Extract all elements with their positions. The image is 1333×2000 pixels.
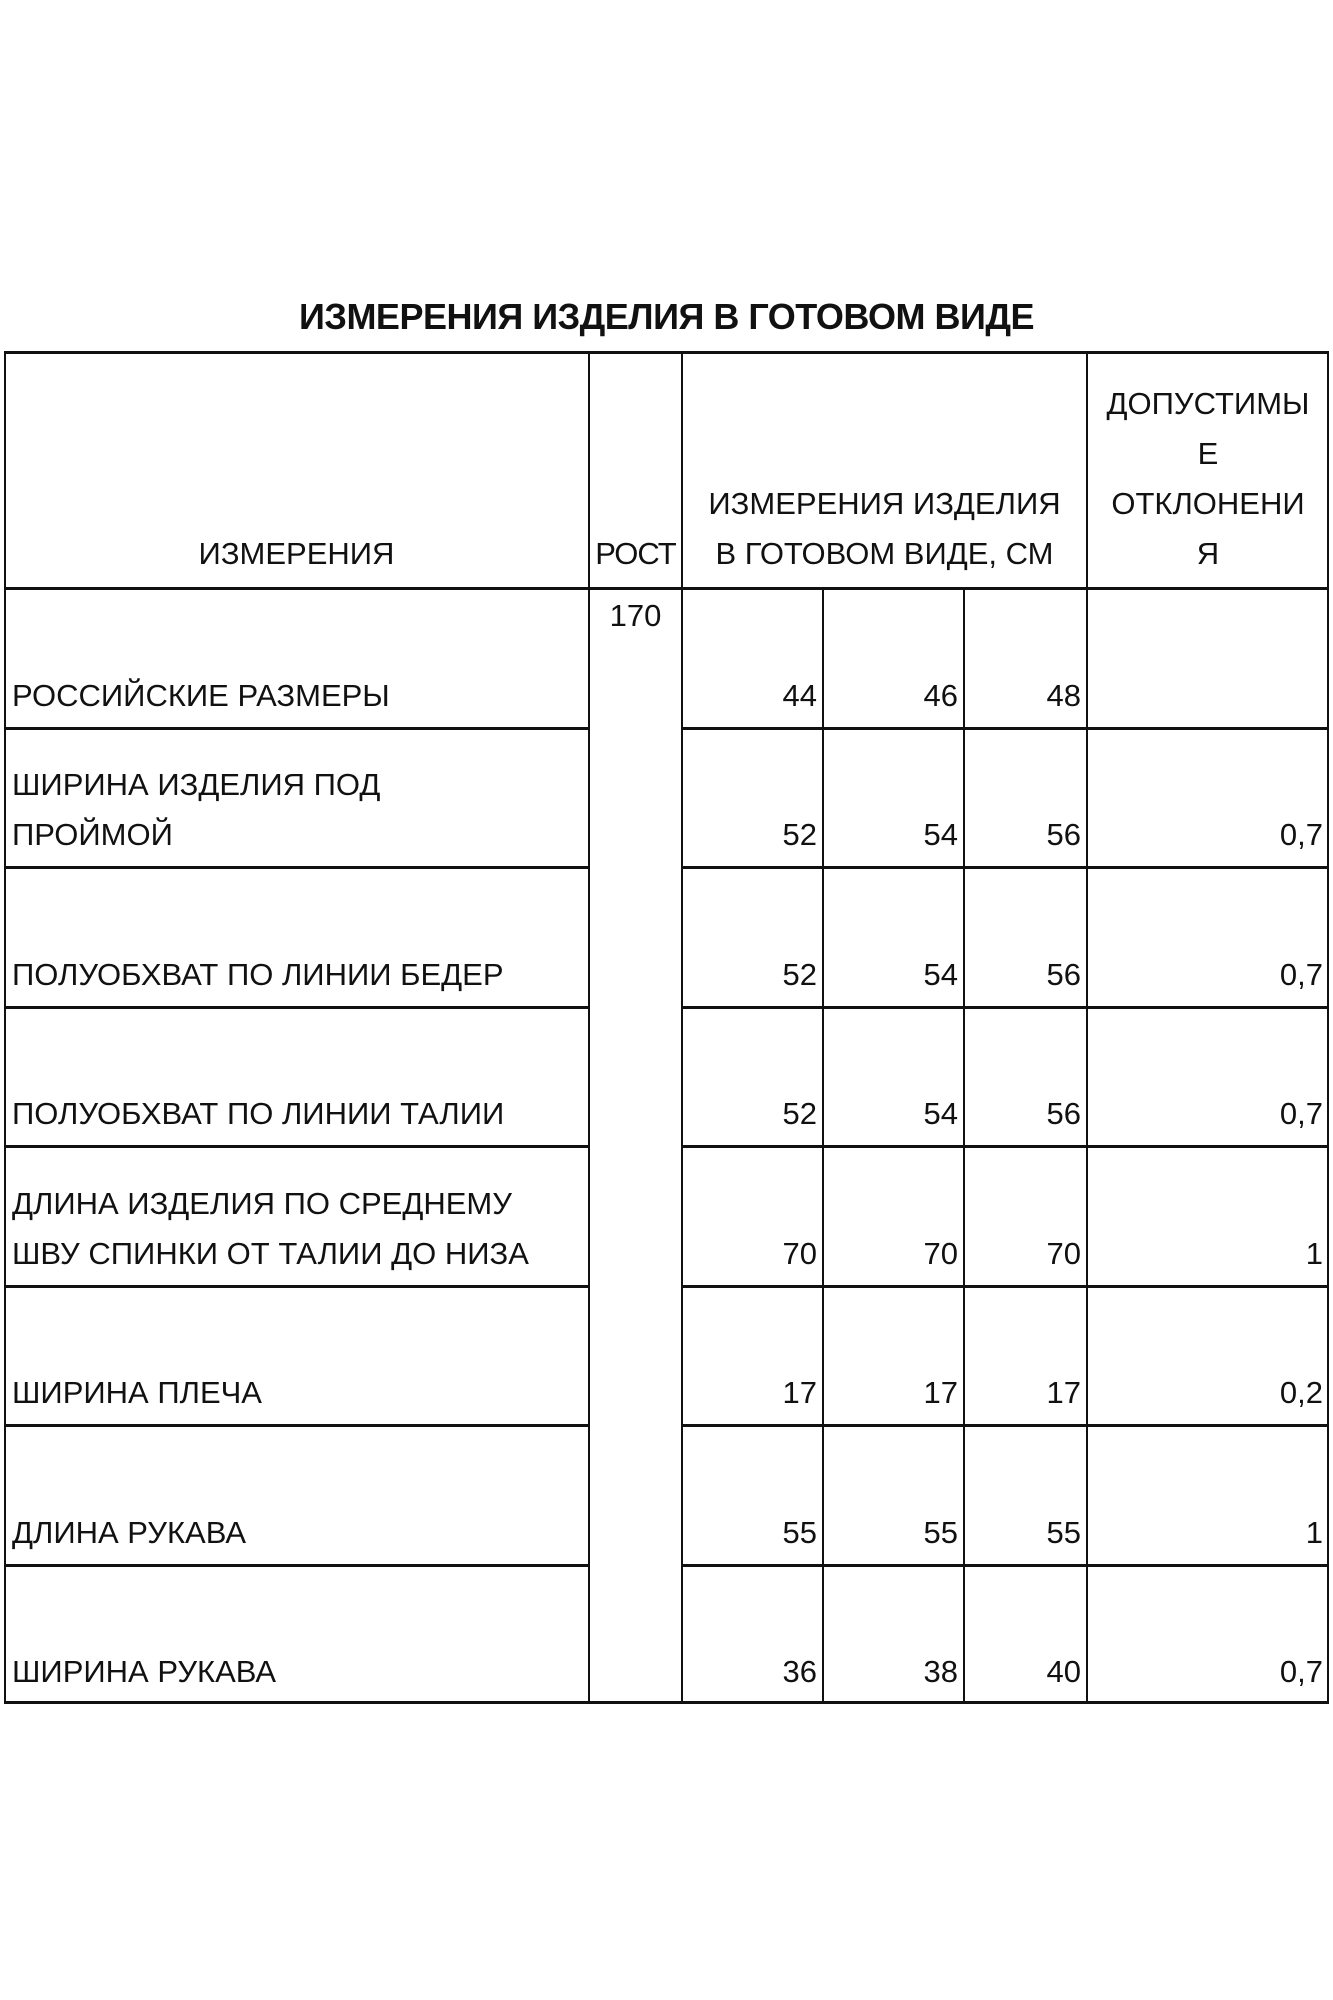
row-divider [682, 1145, 1329, 1148]
size-value: 17 [1046, 1375, 1081, 1410]
size-value: 54 [923, 1096, 958, 1131]
table-border [4, 351, 6, 1703]
row-label: ПОЛУОБХВАТ ПО ЛИНИИ БЕДЕР [12, 956, 504, 992]
row-divider [4, 1284, 589, 1288]
row-divider [4, 866, 589, 869]
size-value: 36 [782, 1654, 817, 1689]
row-label: ШИРИНА ИЗДЕЛИЯ ПОД ПРОЙМОЙ [12, 767, 381, 852]
row-divider [4, 1424, 589, 1427]
row-divider [4, 726, 589, 730]
size-value: 70 [1046, 1235, 1081, 1271]
row-label: РОССИЙСКИЕ РАЗМЕРЫ [12, 677, 390, 713]
size-value: 70 [782, 1235, 817, 1271]
header-measure: ИЗМЕРЕНИЯ [198, 536, 395, 571]
header-tolerance: ДОПУСТИМЫ Е ОТКЛОНЕНИ Я [1106, 386, 1310, 571]
document-title: ИЗМЕРЕНИЯ ИЗДЕЛИЯ В ГОТОВОМ ВИДЕ [299, 296, 1034, 337]
size-value: 17 [782, 1375, 817, 1410]
header-values: ИЗМЕРЕНИЯ ИЗДЕЛИЯ В ГОТОВОМ ВИДЕ, СМ [708, 486, 1061, 571]
row-divider [682, 1284, 1329, 1288]
size-value: 44 [782, 677, 817, 713]
size-value: 56 [1046, 1096, 1081, 1131]
size-value: 40 [1046, 1654, 1081, 1689]
row-divider [4, 1005, 589, 1009]
size-value: 55 [1046, 1514, 1081, 1550]
row-label: ШИРИНА РУКАВА [12, 1654, 277, 1689]
size-value: 38 [923, 1654, 958, 1689]
column-divider [588, 351, 590, 1703]
tolerance-value: 1 [1305, 1514, 1323, 1550]
size-value: 55 [923, 1514, 958, 1550]
column-divider [1086, 351, 1088, 1703]
row-label: ПОЛУОБХВАТ ПО ЛИНИИ ТАЛИИ [12, 1096, 505, 1131]
table-border [4, 1701, 1329, 1704]
tolerance-value: 0,7 [1279, 1654, 1323, 1689]
row-divider [4, 1145, 589, 1148]
tolerance-value: 0,7 [1279, 817, 1323, 852]
size-value: 48 [1046, 677, 1081, 713]
tolerance-value: 0,7 [1279, 1096, 1323, 1131]
row-divider [682, 1563, 1329, 1567]
table-border [4, 351, 1329, 354]
row-divider [682, 866, 1329, 869]
height-value: 170 [609, 598, 662, 633]
header-divider [4, 587, 1329, 590]
size-value: 56 [1046, 817, 1081, 852]
measurements-table: ИЗМЕРЕНИЯ РОСТ ИЗМЕРЕНИЯ ИЗДЕЛИЯ В ГОТОВОМ … [4, 351, 1329, 1704]
size-value: 17 [923, 1375, 958, 1410]
size-value: 52 [782, 817, 817, 852]
size-value: 54 [923, 956, 958, 992]
size-value: 70 [923, 1235, 958, 1271]
row-divider [682, 726, 1329, 730]
table-border [1327, 351, 1329, 1703]
size-value: 55 [782, 1514, 817, 1550]
row-label: ДЛИНА РУКАВА [12, 1514, 247, 1550]
column-divider [681, 351, 683, 1703]
size-value: 56 [1046, 956, 1081, 992]
tolerance-value: 1 [1305, 1235, 1323, 1271]
row-label: ШИРИНА ПЛЕЧА [12, 1375, 262, 1410]
row-label: ДЛИНА ИЗДЕЛИЯ ПО СРЕДНЕМУ ШВУ СПИНКИ ОТ Т… [12, 1185, 529, 1271]
row-divider [4, 1563, 589, 1567]
row-divider [682, 1005, 1329, 1009]
size-value: 46 [923, 677, 958, 713]
size-value: 52 [782, 1096, 817, 1131]
size-value: 54 [923, 817, 958, 852]
row-divider [682, 1424, 1329, 1427]
tolerance-value: 0,7 [1279, 956, 1323, 992]
size-value: 52 [782, 956, 817, 992]
tolerance-value: 0,2 [1279, 1375, 1323, 1410]
header-height: РОСТ [595, 536, 676, 571]
